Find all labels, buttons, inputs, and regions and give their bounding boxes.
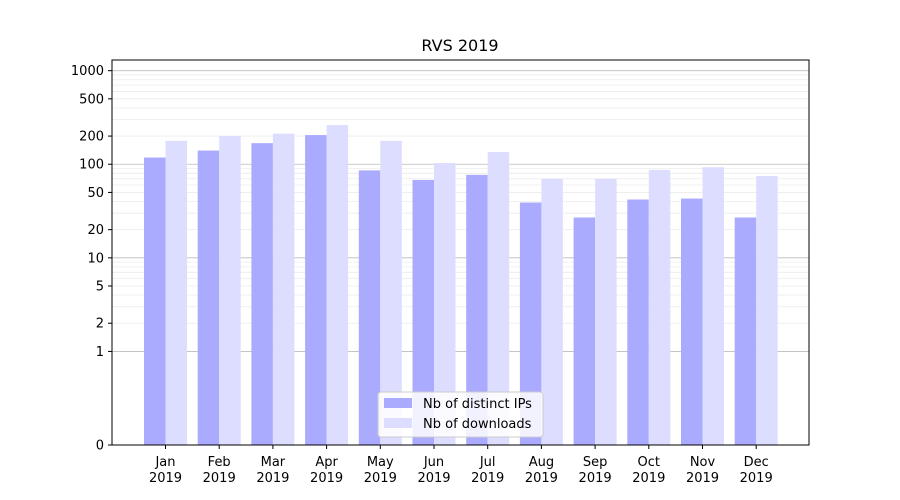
- legend-label: Nb of downloads: [423, 417, 532, 432]
- x-tick-month: Mar: [261, 455, 286, 470]
- x-tick-label: Oct 2019: [632, 455, 665, 486]
- x-tick-label: Aug 2019: [525, 455, 558, 486]
- x-tick-year: 2019: [525, 471, 558, 486]
- x-tick-year: 2019: [203, 471, 236, 486]
- bar-downloads-apr: [326, 125, 349, 446]
- x-tick-label: Jul 2019: [471, 455, 504, 486]
- x-tick-year: 2019: [417, 471, 450, 486]
- bar-distinct-ips-may: [358, 170, 381, 445]
- x-tick-month: Feb: [208, 455, 231, 470]
- x-tick-year: 2019: [632, 471, 665, 486]
- x-tick-label: Feb 2019: [203, 455, 236, 486]
- bar-distinct-ips-jul: [466, 174, 488, 445]
- x-tick-label: Nov 2019: [686, 455, 719, 486]
- x-tick-label: Mar 2019: [256, 455, 289, 486]
- legend: Nb of distinct IPs Nb of downloads: [377, 391, 544, 438]
- bar-downloads-jun: [434, 163, 456, 445]
- x-tick-year: 2019: [310, 471, 343, 486]
- x-tick-month: Jan: [154, 455, 175, 470]
- x-tick-year: 2019: [686, 471, 719, 486]
- bar-downloads-nov: [702, 167, 724, 446]
- y-tick-label: 5: [96, 280, 104, 295]
- y-tick-label: 2: [96, 317, 104, 332]
- x-tick-label: Sep 2019: [579, 455, 612, 486]
- x-tick-month: Sep: [583, 455, 608, 470]
- bar-distinct-ips-oct: [627, 199, 649, 445]
- bar-distinct-ips-jan: [144, 157, 166, 445]
- x-tick-month: Aug: [529, 455, 554, 470]
- y-tick-label: 500: [79, 92, 104, 107]
- x-tick-year: 2019: [740, 471, 773, 486]
- x-tick-label: Jun 2019: [417, 455, 450, 486]
- y-tick-label: 200: [79, 130, 104, 145]
- x-tick-year: 2019: [364, 471, 397, 486]
- y-tick-label: 50: [87, 186, 104, 201]
- y-tick-label: 0: [96, 439, 104, 454]
- x-tick-year: 2019: [471, 471, 504, 486]
- y-axis: 0 1 2 5 10 20 50 100 200 500 1000: [71, 64, 112, 454]
- x-tick-year: 2019: [579, 471, 612, 486]
- bar-distinct-ips-sep: [573, 217, 596, 445]
- legend-swatch: [384, 418, 412, 428]
- x-tick-year: 2019: [149, 471, 182, 486]
- bar-downloads-sep: [595, 178, 617, 446]
- bar-distinct-ips-feb: [197, 150, 220, 445]
- bar-downloads-jan: [165, 140, 187, 445]
- x-tick-month: Dec: [744, 455, 769, 470]
- y-tick-label: 1: [96, 345, 104, 360]
- y-tick-label: 20: [87, 223, 104, 238]
- bar-downloads-dec: [756, 175, 778, 445]
- bar-downloads-oct: [648, 169, 671, 445]
- bar-distinct-ips-dec: [734, 217, 757, 445]
- bars: [144, 125, 778, 446]
- bar-distinct-ips-aug: [519, 202, 542, 445]
- bar-distinct-ips-jun: [412, 179, 434, 445]
- plot-frame: [111, 59, 810, 446]
- x-tick-label: Apr 2019: [310, 455, 343, 486]
- x-tick-label: Jan 2019: [149, 455, 182, 486]
- bar-downloads-may: [380, 140, 402, 445]
- x-tick-label: May 2019: [364, 455, 397, 486]
- bar-downloads-aug: [541, 178, 563, 446]
- x-tick-month: May: [367, 455, 394, 470]
- legend-label: Nb of distinct IPs: [423, 397, 532, 412]
- x-tick-month: Jul: [479, 455, 496, 470]
- y-tick-label: 10: [87, 251, 104, 266]
- chart-title: RVS 2019: [421, 36, 498, 55]
- y-tick-label: 100: [79, 158, 104, 173]
- bar-distinct-ips-apr: [305, 135, 327, 445]
- bar-downloads-mar: [272, 133, 295, 446]
- x-tick-month: Oct: [638, 455, 660, 470]
- bar-distinct-ips-mar: [251, 143, 273, 445]
- x-tick-month: Apr: [315, 455, 338, 470]
- x-tick-label: Dec 2019: [740, 455, 773, 486]
- y-tick-label: 1000: [71, 64, 104, 79]
- x-tick-year: 2019: [256, 471, 289, 486]
- legend-box: [377, 391, 544, 438]
- bar-downloads-jul: [487, 152, 510, 445]
- bar-distinct-ips-nov: [681, 198, 703, 445]
- bar-downloads-feb: [219, 136, 241, 446]
- x-tick-month: Nov: [690, 455, 716, 470]
- x-tick-month: Jun: [423, 455, 444, 470]
- legend-swatch: [384, 398, 412, 408]
